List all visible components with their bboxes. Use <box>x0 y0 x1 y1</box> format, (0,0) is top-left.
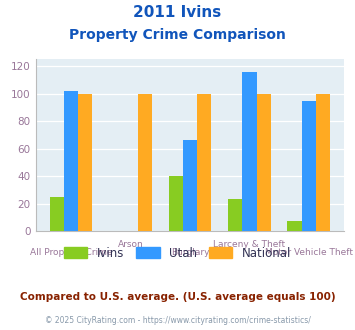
Bar <box>183 140 197 231</box>
Text: Motor Vehicle Theft: Motor Vehicle Theft <box>265 248 353 257</box>
Text: Burglary: Burglary <box>171 248 209 257</box>
Bar <box>228 199 242 231</box>
Bar <box>197 94 211 231</box>
Bar <box>50 197 64 231</box>
Text: © 2025 CityRating.com - https://www.cityrating.com/crime-statistics/: © 2025 CityRating.com - https://www.city… <box>45 316 310 325</box>
Bar <box>78 94 92 231</box>
Text: Larceny & Theft: Larceny & Theft <box>213 241 285 249</box>
Text: 2011 Ivins: 2011 Ivins <box>133 5 222 20</box>
Bar <box>169 176 183 231</box>
Bar <box>288 221 302 231</box>
Text: All Property Crime: All Property Crime <box>30 248 112 257</box>
Legend: Ivins, Utah, National: Ivins, Utah, National <box>64 247 291 260</box>
Bar <box>64 91 78 231</box>
Bar <box>138 94 152 231</box>
Bar <box>242 72 257 231</box>
Bar <box>302 101 316 231</box>
Text: Arson: Arson <box>118 241 143 249</box>
Bar <box>257 94 271 231</box>
Text: Compared to U.S. average. (U.S. average equals 100): Compared to U.S. average. (U.S. average … <box>20 292 335 302</box>
Text: Property Crime Comparison: Property Crime Comparison <box>69 28 286 42</box>
Bar <box>316 94 330 231</box>
